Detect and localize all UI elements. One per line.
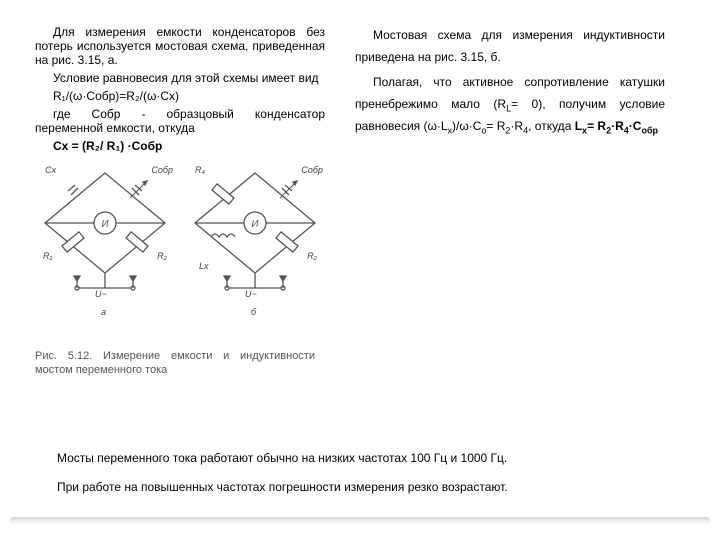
right-column: Мостовая схема для измерения индуктивнос…: [355, 25, 665, 378]
label-lx: Lx: [199, 261, 209, 271]
left-formula-2: Cx = (R₂/ R₁) ·Cобр: [35, 139, 325, 153]
left-paragraph-1: Для измерения емкости конденсаторов без …: [35, 25, 325, 67]
decorative-shadow: [10, 517, 710, 525]
label-r4: R₄: [195, 165, 205, 175]
diagram-caption: Рис. 5.12. Измерение емкости и индуктивн…: [35, 349, 315, 378]
label-r1: R₁: [43, 251, 52, 261]
left-paragraph-3: где Cобр - образцовый конденсатор переме…: [35, 107, 325, 135]
left-paragraph-2: Условие равновесия для этой схемы имеет …: [35, 71, 325, 85]
left-column: Для измерения емкости конденсаторов без …: [35, 25, 325, 378]
svg-text:И: И: [101, 219, 109, 230]
label-u-a: U~: [95, 289, 107, 299]
svg-text:И: И: [251, 219, 259, 230]
label-r2-b: R₂: [307, 251, 317, 261]
label-sub-b: б: [251, 307, 256, 317]
right-paragraph-1: Мостовая схема для измерения индуктивнос…: [355, 25, 665, 68]
bottom-paragraph-1: Мосты переменного тока работают обычно н…: [35, 448, 685, 468]
label-sub-a: а: [101, 307, 106, 317]
label-cobr-a: Cобр: [151, 165, 173, 175]
bridge-a: И Cx Cобр R₁ R₂ U~ а: [35, 163, 175, 313]
label-cobr-b: Cобр: [301, 165, 323, 175]
label-r2-a: R₂: [157, 251, 167, 261]
label-u-b: U~: [245, 289, 257, 299]
label-cx: Cx: [45, 165, 56, 175]
circuit-diagram: И Cx Cобр R₁ R₂ U~ а: [35, 163, 335, 343]
left-formula-1: R₁/(ω·Cобр)=R₂/(ω·Cx): [35, 89, 325, 103]
right-paragraph-2: Полагая, что активное сопротивление кату…: [355, 72, 665, 139]
bridge-b: И R₄ Cобр Lx R₂ U~ б: [185, 163, 325, 313]
bottom-section: Мосты переменного тока работают обычно н…: [35, 448, 685, 505]
bottom-paragraph-2: При работе на повышенных частотах погреш…: [35, 477, 685, 497]
